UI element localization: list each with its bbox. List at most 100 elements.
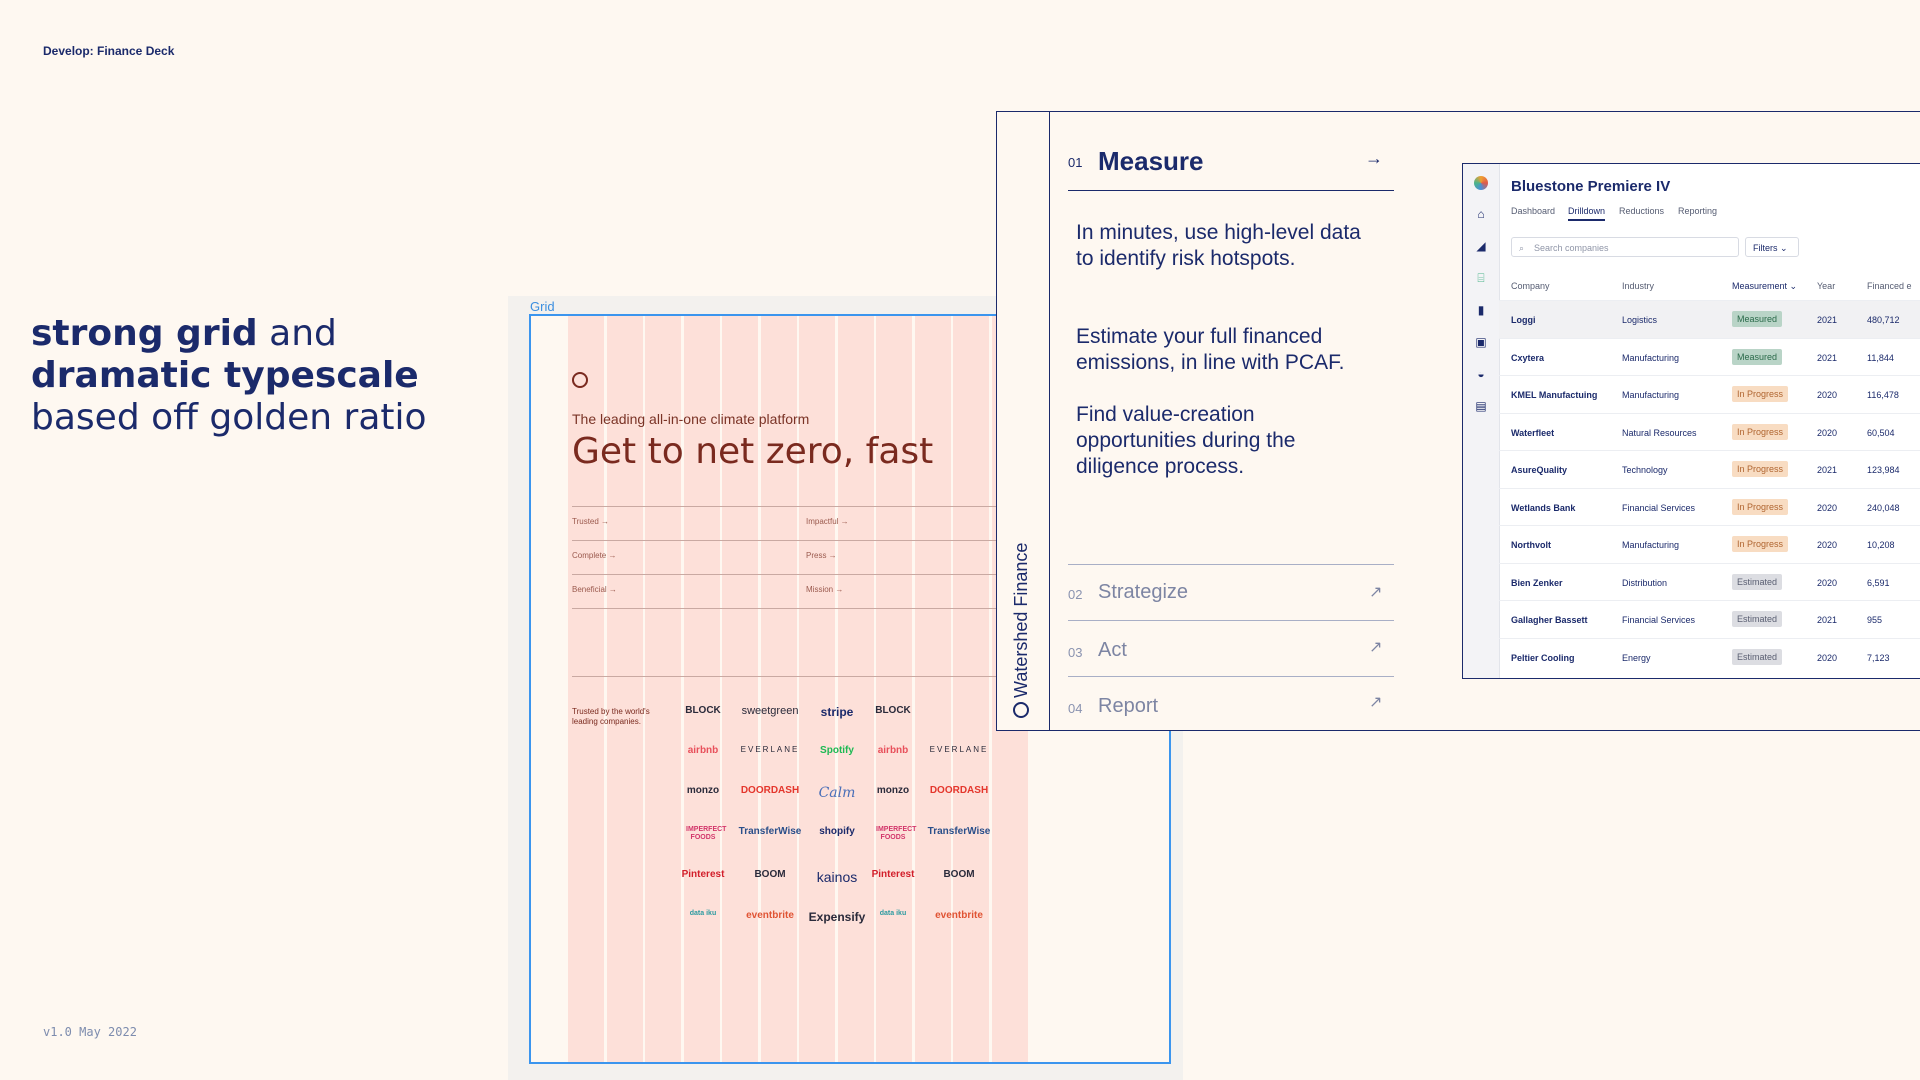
status-badge: In Progress — [1732, 461, 1789, 477]
step-measure-title[interactable]: Measure — [1098, 146, 1204, 176]
table-cell-year: 2021 — [1817, 315, 1838, 325]
customer-logo: monzo — [876, 785, 910, 796]
brand-name: Watershed Finance — [1011, 542, 1031, 698]
column-header-measurement[interactable]: Measurement ⌄ — [1732, 281, 1797, 292]
table-cell-industry: Manufacturing — [1622, 540, 1680, 550]
link-trusted[interactable]: Trusted → — [572, 517, 610, 526]
link-impactful[interactable]: Impactful → — [806, 517, 849, 526]
bar-chart-icon[interactable]: ▮ — [1477, 303, 1485, 317]
step-report-title[interactable]: Report — [1098, 695, 1159, 717]
table-cell-company: Cxytera — [1511, 352, 1545, 363]
filters-button[interactable]: Filters ⌄ — [1745, 237, 1799, 257]
grid-column — [914, 316, 951, 1062]
grid-column — [606, 316, 643, 1062]
arrow-up-right-icon[interactable]: ↗ — [1369, 584, 1383, 601]
step-act-title[interactable]: Act — [1098, 639, 1127, 661]
headline: strong grid and dramatic typescale based… — [31, 313, 427, 439]
deck-kicker: Develop: Finance Deck — [43, 44, 175, 58]
column-header[interactable]: Year — [1817, 281, 1836, 291]
table-cell-industry: Technology — [1622, 465, 1668, 475]
tab-drilldown[interactable]: Drilldown — [1568, 206, 1606, 221]
headline-line-3: based off golden ratio — [31, 397, 427, 438]
tab-reductions[interactable]: Reductions — [1619, 206, 1665, 216]
customer-logo: IMPERFECT FOODS — [876, 826, 917, 841]
link-press[interactable]: Press → — [806, 551, 837, 560]
tab-dashboard[interactable]: Dashboard — [1511, 206, 1556, 216]
step-strategize-title[interactable]: Strategize — [1098, 581, 1189, 603]
status-badge: Estimated — [1732, 573, 1783, 590]
column-header[interactable]: Financed e — [1867, 281, 1912, 291]
link-mission[interactable]: Mission → — [806, 585, 844, 594]
customer-logo: BLOCK — [685, 705, 721, 716]
chevron-down-icon: ⌄ — [1780, 243, 1788, 253]
table-cell-company: Northvolt — [1511, 540, 1551, 550]
tab-reporting[interactable]: Reporting — [1678, 206, 1718, 216]
table-cell-year: 2020 — [1817, 577, 1838, 588]
bank-icon[interactable]: ⌸ — [1477, 271, 1485, 285]
status-badge: Measured — [1732, 348, 1783, 365]
table-row[interactable]: Loggi Logistics Measured 2021 480,712 — [1499, 300, 1920, 338]
table-row[interactable]: Cxytera Manufacturing Measured 2021 11,844 — [1499, 337, 1920, 376]
grid-column — [876, 316, 912, 1062]
table-row[interactable]: KMEL Manufactuing Manufacturing In Progres… — [1499, 375, 1920, 413]
table-row[interactable]: Wetlands Bank Financial Services In Progre… — [1499, 487, 1920, 526]
grid-column — [799, 316, 835, 1062]
grid-column — [722, 316, 758, 1062]
chart-icon[interactable]: ◢ — [1476, 239, 1486, 253]
link-beneficial[interactable]: Beneficial → — [572, 585, 617, 594]
terminal-icon[interactable]: ▣ — [1475, 335, 1487, 349]
grid-column — [645, 316, 681, 1062]
arrow-up-right-icon[interactable]: ↗ — [1369, 694, 1383, 711]
grid-column — [683, 316, 720, 1062]
customer-logo: IMPERFECT FOODS — [686, 826, 727, 841]
step-number: 04 — [1068, 701, 1083, 716]
watershed-finance-panel: Watershed Finance 01 Measure → In minute… — [996, 111, 1920, 731]
arrow-right-icon[interactable]: → — [1365, 148, 1383, 168]
headline-bold-1: strong grid — [31, 313, 258, 354]
customer-logo: sweetgreen — [741, 705, 799, 717]
column-header[interactable]: Industry — [1622, 281, 1655, 291]
link-complete[interactable]: Complete → — [572, 551, 617, 560]
table-cell-value: 480,712 — [1867, 315, 1900, 325]
grid-column — [837, 316, 874, 1062]
customer-logo: DOORDASH — [740, 785, 800, 796]
app-title: Bluestone Premiere IV — [1511, 178, 1671, 195]
watershed-globe-icon — [572, 372, 588, 388]
table-row[interactable]: Waterfleet Natural Resources In Progress 20… — [1499, 412, 1920, 451]
customer-logo: TransferWise — [738, 826, 802, 837]
table-cell-industry: Logistics — [1622, 315, 1658, 325]
table-cell-value: 60,504 — [1867, 427, 1895, 438]
brand-globe-icon — [1013, 702, 1029, 718]
basket-icon[interactable]: ◒ — [1477, 367, 1485, 381]
grid-label: Grid — [530, 299, 555, 314]
table-cell-value: 11,844 — [1867, 352, 1894, 363]
paragraph-2: Estimate your full financed emissions, i… — [1076, 325, 1345, 374]
table-row[interactable]: Northvolt Manufacturing In Progress 2020 10,… — [1499, 525, 1920, 563]
arrow-up-right-icon[interactable]: ↗ — [1369, 639, 1383, 656]
table-cell-industry: Manufacturing — [1622, 352, 1680, 363]
table-cell-industry: Financial Services — [1622, 615, 1696, 625]
table-cell-year: 2020 — [1817, 502, 1838, 513]
document-icon[interactable]: ▤ — [1475, 399, 1487, 413]
search-input[interactable]: ⌕ Search companies — [1511, 237, 1739, 257]
column-header-label: Measurement — [1732, 281, 1788, 291]
table-row[interactable]: Bien Zenker Distribution Estimated 2020 6,59… — [1499, 562, 1920, 601]
customer-logo: airbnb — [687, 745, 719, 756]
table-row[interactable]: AsureQuality Technology In Progress 2021 123… — [1499, 450, 1920, 488]
column-header[interactable]: Company — [1511, 281, 1550, 291]
customer-logo: airbnb — [877, 745, 909, 756]
divider — [572, 506, 1169, 507]
table-row[interactable]: Peltier Cooling Energy Estimated 2020 7,123 — [1499, 637, 1920, 676]
table-cell-value: 7,123 — [1867, 652, 1890, 663]
status-badge: In Progress — [1732, 423, 1789, 440]
step-number: 01 — [1068, 155, 1083, 170]
table-row[interactable]: Gallagher Bassett Financial Services Estim… — [1499, 600, 1920, 638]
table-cell-value: 6,591 — [1867, 577, 1890, 588]
table-cell-value: 10,208 — [1867, 540, 1895, 550]
version-label: v1.0 May 2022 — [43, 1025, 137, 1039]
table-cell-year: 2020 — [1817, 390, 1838, 400]
customer-logo: shopify — [819, 826, 855, 837]
table-cell-company: Waterfleet — [1511, 427, 1555, 438]
home-icon[interactable]: ⌂ — [1477, 207, 1485, 221]
table-cell-company: Loggi — [1511, 315, 1536, 325]
